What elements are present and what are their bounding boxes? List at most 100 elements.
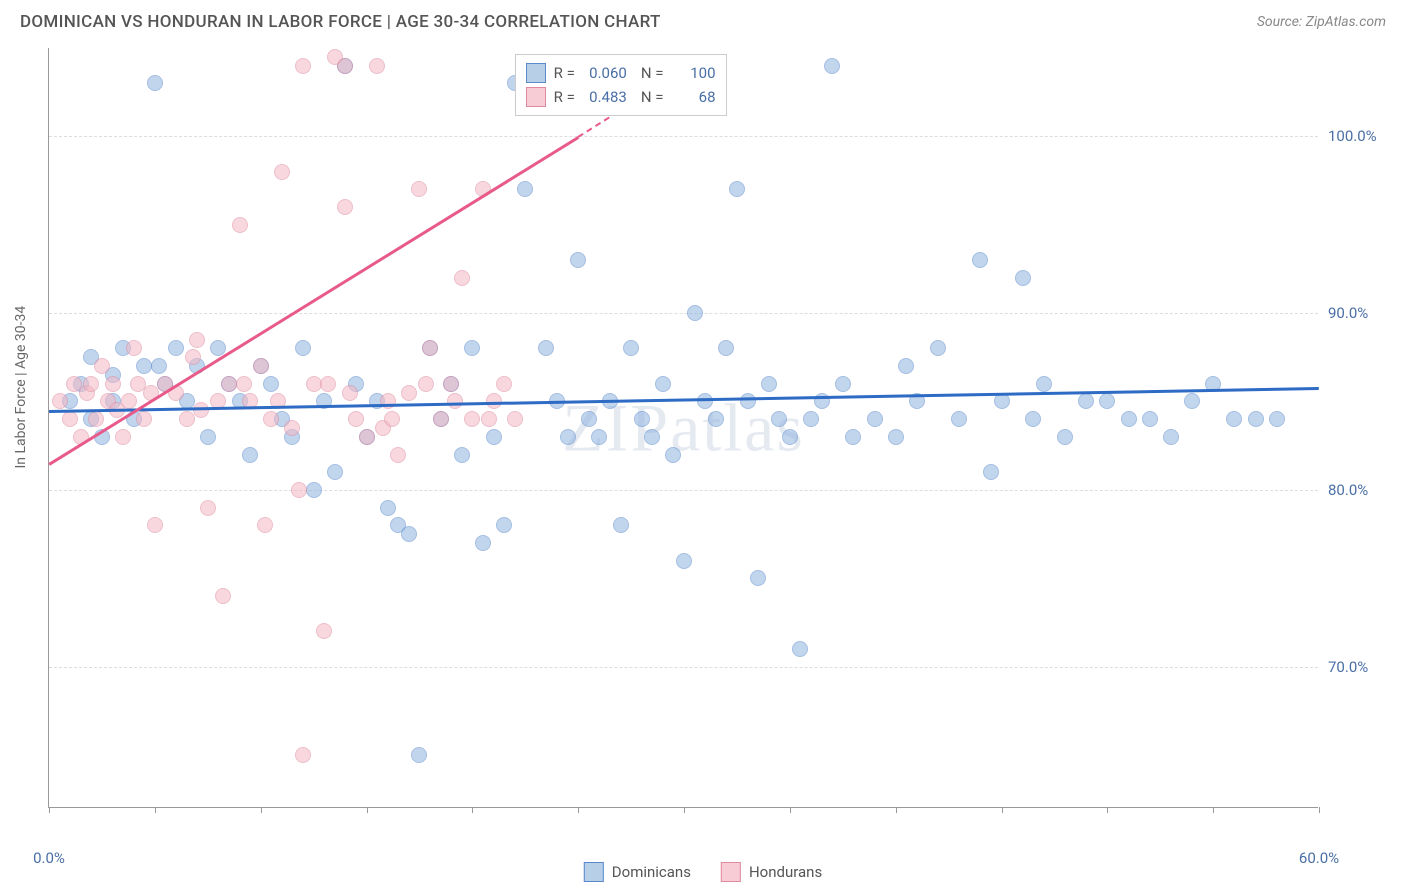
scatter-point (147, 75, 163, 91)
scatter-point (316, 623, 332, 639)
x-tick-label: 60.0% (1299, 849, 1339, 867)
stats-n-label: N = (641, 64, 664, 82)
stats-r-value: 0.483 (583, 88, 627, 106)
x-tick (1107, 807, 1108, 813)
scatter-point (1269, 411, 1285, 427)
bottom-legend: DominicansHondurans (584, 862, 822, 882)
legend-item: Dominicans (584, 862, 691, 882)
scatter-point (168, 340, 184, 356)
scatter-point (951, 411, 967, 427)
x-tick (896, 807, 897, 813)
legend-swatch (526, 63, 546, 83)
scatter-point (136, 411, 152, 427)
scatter-point (185, 349, 201, 365)
scatter-point (803, 411, 819, 427)
scatter-point (845, 429, 861, 445)
scatter-point (1142, 411, 1158, 427)
x-tick (1213, 807, 1214, 813)
scatter-point (291, 482, 307, 498)
scatter-point (193, 402, 209, 418)
scatter-point (306, 482, 322, 498)
chart-title: DOMINICAN VS HONDURAN IN LABOR FORCE | A… (20, 12, 661, 32)
scatter-point (475, 535, 491, 551)
scatter-point (327, 464, 343, 480)
scatter-point (200, 429, 216, 445)
scatter-point (750, 570, 766, 586)
scatter-point (433, 411, 449, 427)
stats-n-value: 68 (672, 88, 716, 106)
scatter-point (464, 411, 480, 427)
scatter-point (401, 526, 417, 542)
gridline (49, 313, 1318, 314)
scatter-point (1163, 429, 1179, 445)
scatter-point (687, 305, 703, 321)
scatter-point (665, 447, 681, 463)
scatter-point (591, 429, 607, 445)
scatter-point (835, 376, 851, 392)
scatter-point (972, 252, 988, 268)
trend-line (48, 137, 578, 466)
gridline (49, 136, 1318, 137)
scatter-point (422, 340, 438, 356)
scatter-point (236, 376, 252, 392)
scatter-point (983, 464, 999, 480)
scatter-point (676, 553, 692, 569)
scatter-point (1015, 270, 1031, 286)
scatter-point (447, 393, 463, 409)
scatter-point (560, 429, 576, 445)
scatter-point (1078, 393, 1094, 409)
scatter-point (94, 358, 110, 374)
x-tick (1002, 807, 1003, 813)
x-tick (684, 807, 685, 813)
scatter-point (517, 181, 533, 197)
scatter-point (1036, 376, 1052, 392)
gridline (49, 490, 1318, 491)
scatter-point (481, 411, 497, 427)
scatter-point (306, 376, 322, 392)
scatter-point (263, 376, 279, 392)
scatter-point (613, 517, 629, 533)
scatter-point (62, 411, 78, 427)
scatter-point (1121, 411, 1137, 427)
x-tick-label: 0.0% (33, 849, 65, 867)
x-tick (790, 807, 791, 813)
x-tick (261, 807, 262, 813)
y-tick-label: 100.0% (1328, 127, 1388, 145)
scatter-point (200, 500, 216, 516)
scatter-point (232, 217, 248, 233)
scatter-point (257, 517, 273, 533)
scatter-point (179, 411, 195, 427)
stats-row: R =0.483N =68 (526, 85, 716, 109)
legend-swatch (526, 87, 546, 107)
scatter-point (1184, 393, 1200, 409)
x-tick (367, 807, 368, 813)
y-tick-label: 70.0% (1328, 658, 1388, 676)
legend-swatch (584, 862, 604, 882)
stats-row: R = 0.060 N = 100 (526, 61, 716, 85)
scatter-point (295, 340, 311, 356)
stats-n-value: 100 (672, 64, 716, 82)
scatter-point (898, 358, 914, 374)
scatter-point (253, 358, 269, 374)
scatter-point (242, 447, 258, 463)
scatter-point (337, 58, 353, 74)
stats-r-label: R = (554, 64, 575, 82)
scatter-point (623, 340, 639, 356)
scatter-point (337, 199, 353, 215)
scatter-point (348, 411, 364, 427)
scatter-point (390, 447, 406, 463)
scatter-point (126, 340, 142, 356)
scatter-point (295, 747, 311, 763)
stats-r-value: 0.060 (583, 64, 627, 82)
x-tick (155, 807, 156, 813)
scatter-point (1025, 411, 1041, 427)
scatter-point (359, 429, 375, 445)
scatter-point (496, 376, 512, 392)
scatter-point (824, 58, 840, 74)
scatter-point (147, 517, 163, 533)
scatter-point (1248, 411, 1264, 427)
scatter-point (320, 376, 336, 392)
scatter-point (771, 411, 787, 427)
scatter-point (1057, 429, 1073, 445)
scatter-point (454, 270, 470, 286)
